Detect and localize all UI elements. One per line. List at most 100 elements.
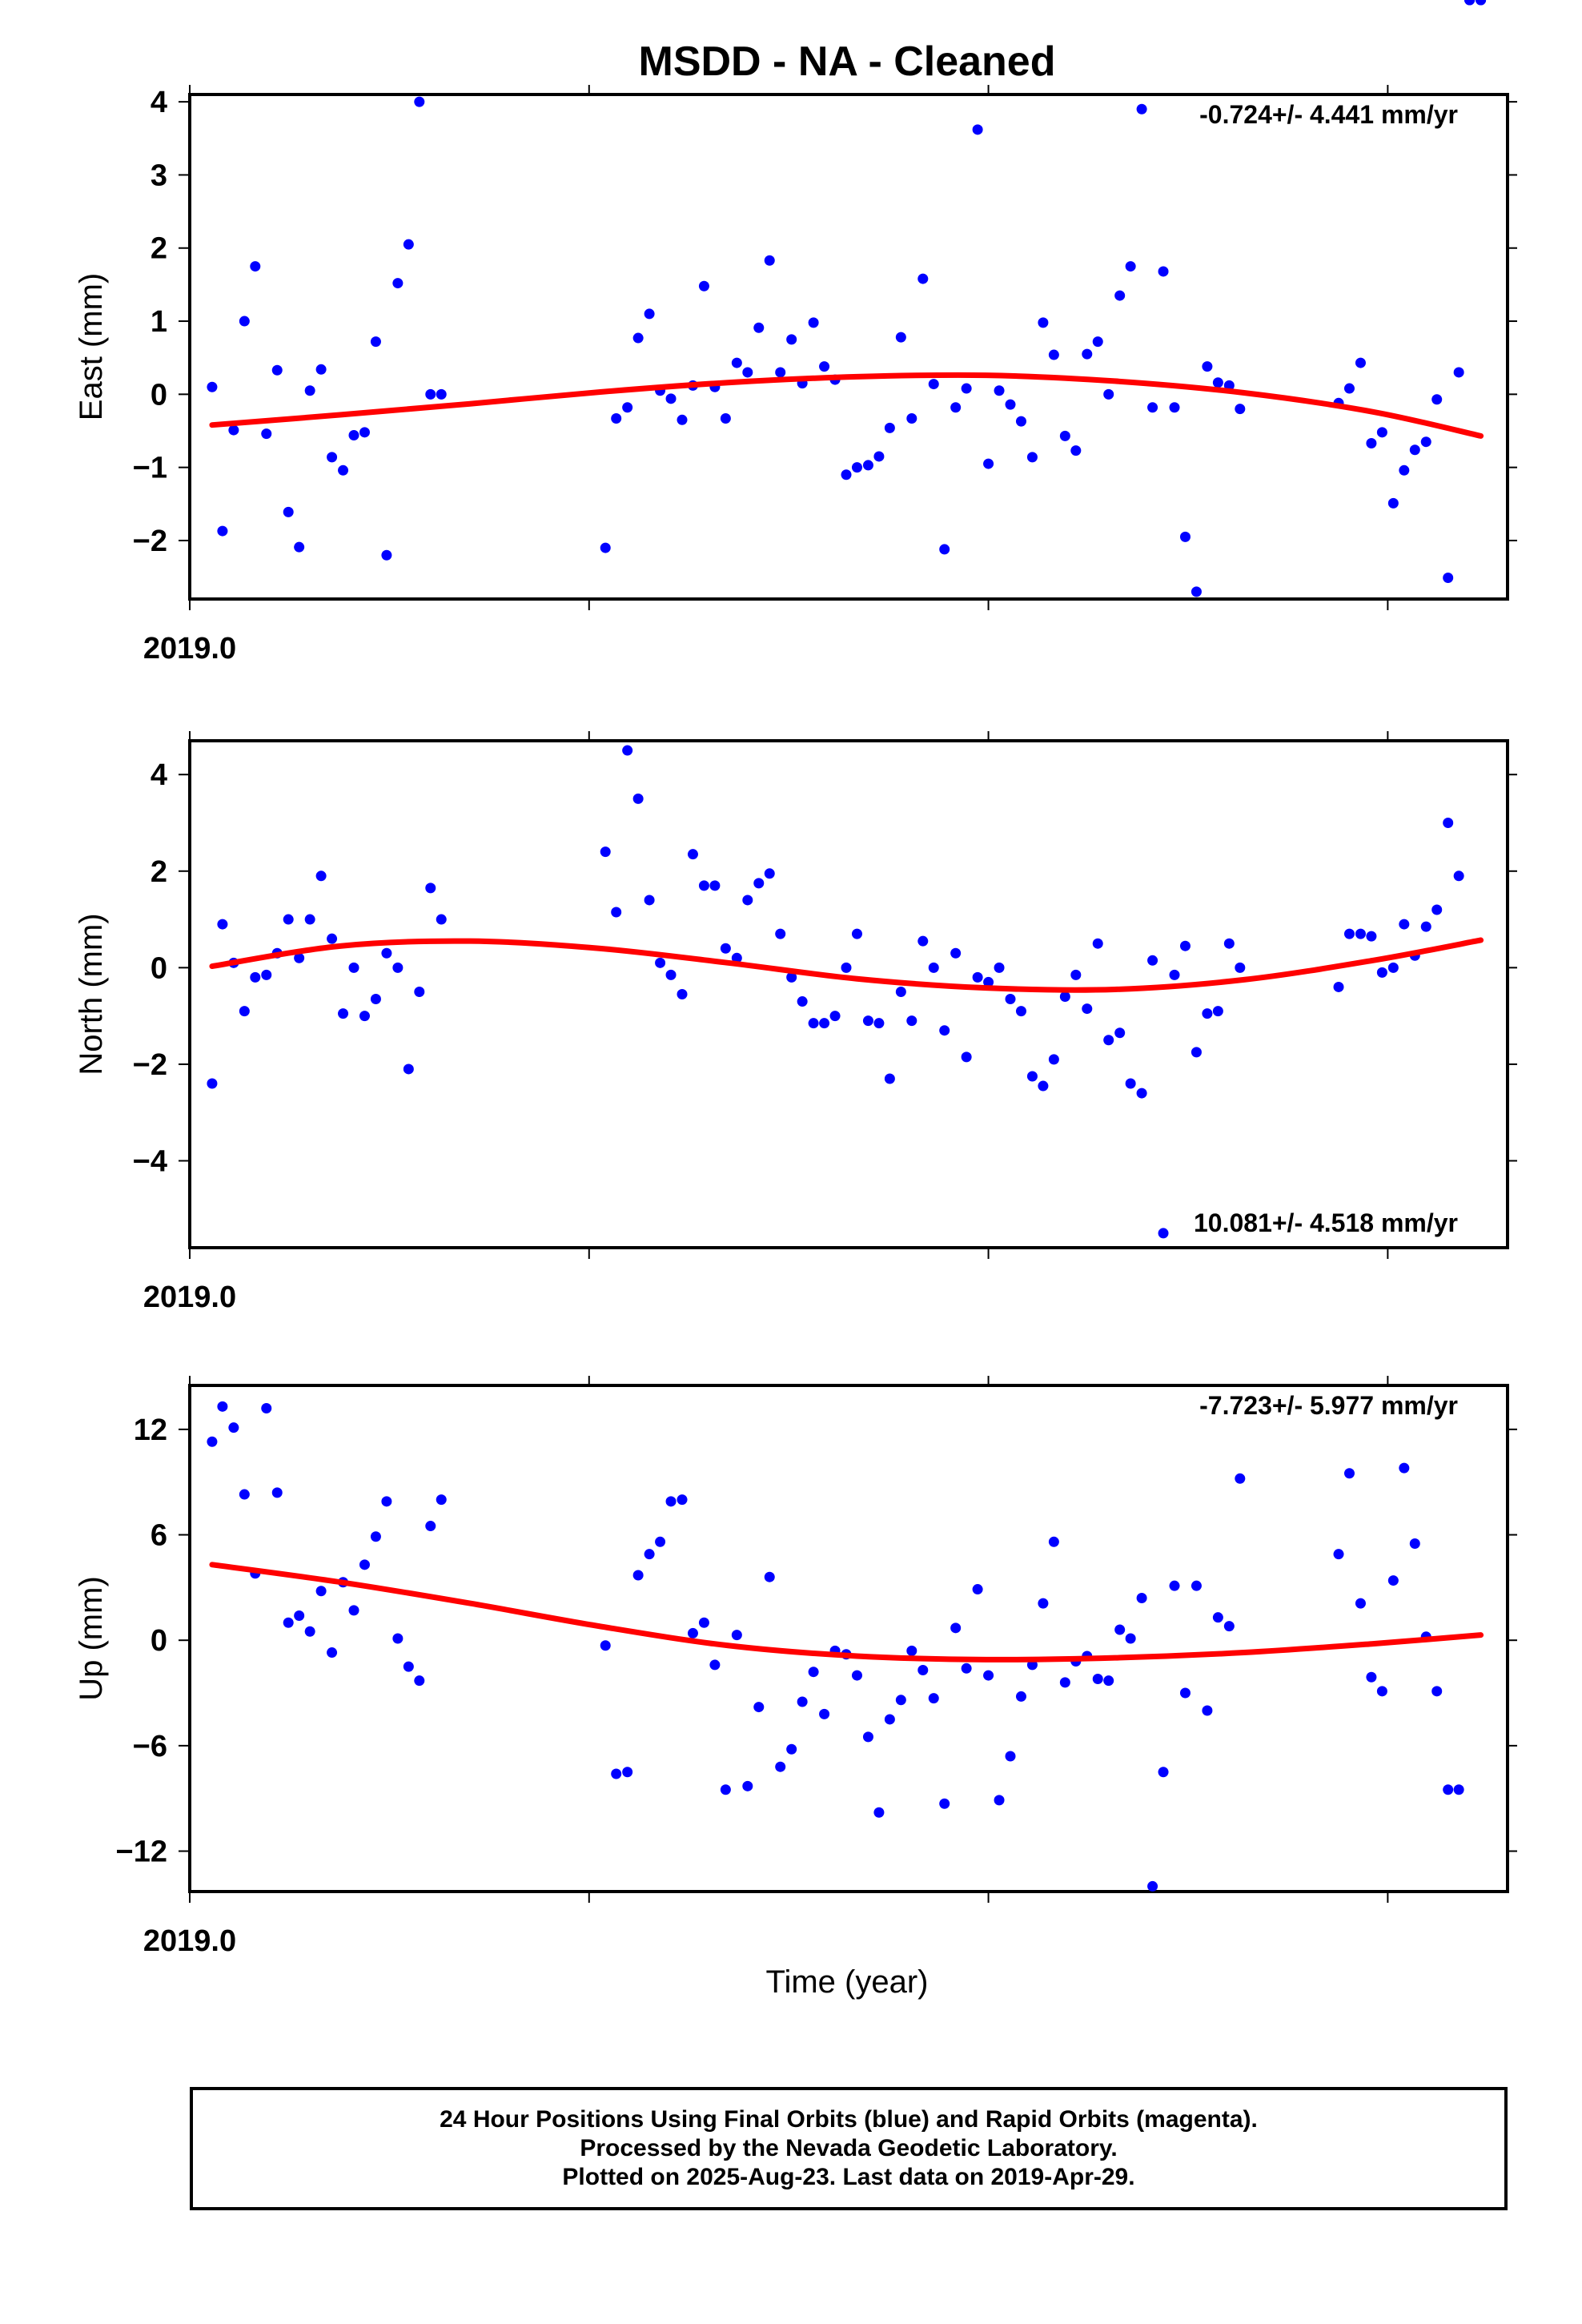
data-point xyxy=(972,124,983,135)
data-point xyxy=(622,745,633,756)
data-point xyxy=(775,1761,786,1772)
data-point xyxy=(687,849,698,860)
data-point xyxy=(1431,1686,1443,1697)
data-point xyxy=(1059,991,1070,1003)
data-point xyxy=(1169,1580,1180,1591)
plot-frame xyxy=(188,1384,1509,1893)
data-point xyxy=(315,1586,327,1597)
data-point xyxy=(359,1559,370,1570)
data-point xyxy=(1453,367,1464,378)
data-point xyxy=(808,317,819,328)
y-tick-label: 4 xyxy=(151,86,167,119)
data-point xyxy=(1070,445,1082,456)
data-point xyxy=(370,336,381,348)
data-point xyxy=(370,1531,381,1542)
data-point xyxy=(786,1743,797,1755)
data-point xyxy=(370,994,381,1005)
y-axis-label: Up (mm) xyxy=(74,1576,109,1701)
data-point xyxy=(644,895,655,906)
plot-frame xyxy=(188,93,1509,601)
data-point xyxy=(1125,1078,1136,1089)
data-point xyxy=(1223,938,1235,949)
data-point xyxy=(1453,870,1464,882)
data-point xyxy=(1366,1671,1377,1683)
data-point xyxy=(698,1617,709,1628)
data-point xyxy=(392,962,404,973)
data-point xyxy=(1103,1035,1114,1046)
data-point xyxy=(1038,1080,1049,1092)
data-point xyxy=(1453,1784,1464,1795)
data-point xyxy=(1136,1088,1147,1099)
data-point xyxy=(611,907,622,918)
data-point xyxy=(764,1571,775,1582)
y-tick-label: 1 xyxy=(151,305,167,339)
data-point xyxy=(753,322,765,333)
data-point xyxy=(1235,404,1246,415)
data-point xyxy=(644,308,655,320)
data-point xyxy=(873,1807,885,1818)
data-point xyxy=(1103,388,1114,400)
data-point xyxy=(1038,317,1049,328)
x-tick-label: 2019.0 xyxy=(143,1281,236,1314)
data-point xyxy=(1179,531,1191,542)
data-point xyxy=(873,1018,885,1029)
data-point xyxy=(1420,921,1431,932)
footer-box: 24 Hour Positions Using Final Orbits (bl… xyxy=(190,2087,1508,2210)
data-point xyxy=(928,962,939,973)
data-point xyxy=(217,525,228,537)
data-point xyxy=(961,383,972,394)
data-point xyxy=(327,452,338,463)
data-point xyxy=(775,928,786,939)
data-point xyxy=(632,332,644,344)
data-point xyxy=(1092,1673,1103,1684)
data-point xyxy=(720,1784,731,1795)
data-point xyxy=(414,96,425,107)
data-point xyxy=(1026,1071,1038,1082)
y-tick-label: −2 xyxy=(133,525,167,558)
data-point xyxy=(228,424,239,436)
data-point xyxy=(906,1015,917,1027)
data-point xyxy=(873,451,885,462)
data-point xyxy=(1114,1624,1126,1635)
fit-curve xyxy=(209,372,1484,439)
data-point xyxy=(1409,1538,1420,1549)
data-point xyxy=(327,1647,338,1659)
data-point xyxy=(1443,1784,1454,1795)
data-point xyxy=(403,239,414,250)
data-point xyxy=(611,1768,622,1779)
data-point xyxy=(1092,336,1103,348)
data-point xyxy=(829,1011,841,1022)
data-point xyxy=(1070,969,1082,980)
data-point xyxy=(1191,1580,1202,1591)
data-point xyxy=(1015,1691,1026,1702)
data-point xyxy=(1015,416,1026,427)
data-point xyxy=(939,544,950,555)
data-point xyxy=(895,332,906,343)
data-point xyxy=(1147,955,1158,966)
data-point xyxy=(786,334,797,345)
data-point xyxy=(862,460,873,471)
data-point xyxy=(1443,817,1454,828)
data-point xyxy=(1125,1633,1136,1644)
data-point xyxy=(1202,1705,1213,1716)
x-tick-label: 2019.0 xyxy=(143,1924,236,1958)
data-point xyxy=(271,364,283,376)
y-tick-label: −12 xyxy=(116,1835,167,1869)
data-point xyxy=(271,1487,283,1498)
data-point xyxy=(1103,1675,1114,1687)
data-point xyxy=(239,1006,250,1017)
data-point xyxy=(1092,938,1103,949)
data-point xyxy=(436,1494,447,1506)
data-point xyxy=(1125,261,1136,272)
rate-annotation: -0.724+/- 4.441 mm/yr xyxy=(1199,100,1458,129)
data-point xyxy=(632,793,644,804)
data-point xyxy=(1409,444,1420,456)
data-point xyxy=(665,393,677,404)
data-point xyxy=(632,1570,644,1581)
data-point xyxy=(917,935,929,947)
data-point xyxy=(1147,402,1158,413)
data-point xyxy=(250,971,261,983)
data-point xyxy=(1158,1767,1169,1778)
y-tick-label: −1 xyxy=(133,452,167,485)
y-tick-label: 2 xyxy=(151,232,167,266)
